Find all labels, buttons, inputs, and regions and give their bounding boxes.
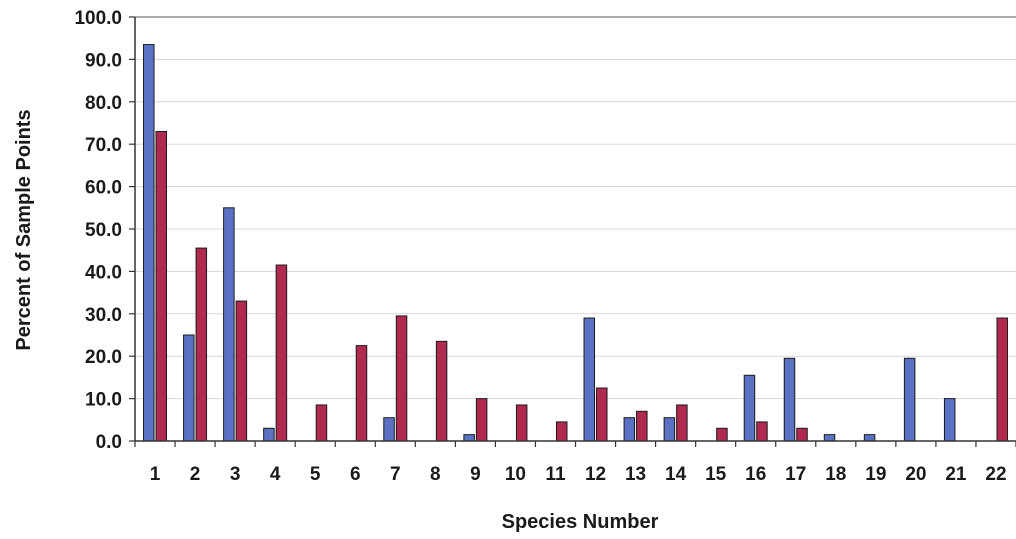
bar-series-1-cat-13	[624, 418, 635, 441]
y-tick-labels: 0.0 10.0 20.0 30.0 40.0 50.0 60.0 70.0 80.0 90.0 1…	[74, 8, 122, 453]
bar-series-2-cat-3	[236, 301, 247, 441]
x-tick-label: 14	[665, 464, 687, 485]
x-tick-label: 15	[705, 464, 727, 485]
x-tick-label: 1	[150, 464, 161, 485]
y-tick-label: 90.0	[85, 50, 122, 71]
bars	[144, 45, 1008, 441]
x-tick-label: 12	[585, 464, 606, 485]
x-tick-label: 3	[230, 464, 241, 485]
bar-series-2-cat-11	[556, 422, 567, 441]
x-tick-label: 11	[545, 464, 566, 485]
x-tick-label: 21	[945, 464, 967, 485]
bar-series-2-cat-5	[316, 405, 327, 441]
y-tick-label: 0.0	[96, 432, 122, 453]
bar-series-1-cat-14	[664, 418, 675, 441]
bar-series-1-cat-2	[184, 335, 195, 441]
bar-series-1-cat-3	[224, 208, 235, 441]
y-tick-label: 50.0	[85, 220, 122, 241]
bar-series-1-cat-1	[144, 45, 155, 441]
bar-series-2-cat-15	[717, 428, 728, 441]
y-tick-label: 60.0	[85, 178, 122, 199]
bar-series-2-cat-22	[997, 318, 1008, 441]
axes	[129, 17, 1016, 447]
x-tick-label: 7	[390, 464, 401, 485]
bar-series-1-cat-19	[864, 435, 875, 441]
bar-series-1-cat-17	[784, 358, 795, 441]
y-tick-label: 20.0	[85, 347, 122, 368]
x-tick-label: 17	[785, 464, 806, 485]
bar-series-1-cat-12	[584, 318, 595, 441]
bar-series-2-cat-9	[476, 399, 487, 441]
bar-series-2-cat-16	[757, 422, 768, 441]
bar-series-2-cat-13	[637, 411, 648, 441]
bar-series-2-cat-12	[597, 388, 608, 441]
x-tick-label: 4	[270, 464, 281, 485]
y-axis-title: Percent of Sample Points	[13, 109, 35, 350]
bar-series-1-cat-20	[904, 358, 915, 441]
bar-series-1-cat-4	[264, 428, 275, 441]
bar-series-2-cat-1	[156, 131, 167, 441]
y-tick-label: 100.0	[74, 8, 122, 29]
y-tick-label: 70.0	[85, 135, 122, 156]
x-tick-label: 8	[430, 464, 441, 485]
x-tick-label: 13	[625, 464, 646, 485]
bar-series-2-cat-2	[196, 248, 207, 441]
bar-series-1-cat-16	[744, 375, 755, 441]
y-tick-label: 30.0	[85, 305, 122, 326]
gridlines	[135, 17, 1016, 399]
x-tick-label: 16	[745, 464, 766, 485]
x-tick-labels: 1 2 3 4 5 6 7 8 9 10 11 12 13 14 15 16 17 18 19 20 21 22	[150, 464, 1007, 485]
bar-series-1-cat-7	[384, 418, 395, 441]
bar-series-2-cat-4	[276, 265, 287, 441]
x-tick-label: 6	[350, 464, 361, 485]
x-tick-label: 22	[985, 464, 1006, 485]
x-tick-label: 5	[310, 464, 321, 485]
y-tick-label: 80.0	[85, 93, 122, 114]
bar-series-2-cat-7	[396, 316, 407, 441]
x-axis-title: Species Number	[502, 511, 659, 533]
y-tick-label: 40.0	[85, 262, 122, 283]
y-tick-label: 10.0	[85, 390, 122, 411]
x-tick-label: 10	[505, 464, 526, 485]
bar-series-2-cat-17	[797, 428, 808, 441]
bar-series-2-cat-14	[677, 405, 688, 441]
bar-series-2-cat-10	[516, 405, 527, 441]
bar-series-1-cat-9	[464, 435, 475, 441]
bar-series-2-cat-6	[356, 346, 367, 441]
bar-series-1-cat-18	[824, 435, 835, 441]
x-tick-label: 2	[190, 464, 201, 485]
x-tick-label: 20	[905, 464, 926, 485]
bar-series-2-cat-8	[436, 341, 447, 441]
x-tick-label: 9	[470, 464, 481, 485]
x-tick-label: 18	[825, 464, 846, 485]
bar-series-1-cat-21	[944, 399, 955, 441]
x-tick-label: 19	[865, 464, 886, 485]
